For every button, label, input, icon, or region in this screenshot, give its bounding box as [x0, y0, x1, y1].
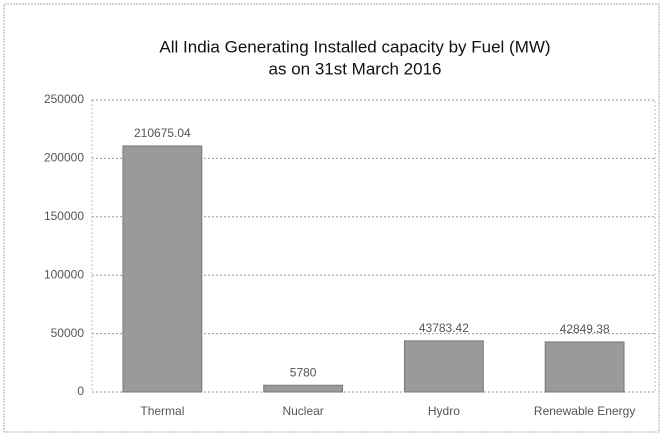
- data-label: 210675.04: [134, 126, 191, 140]
- bar: [544, 341, 625, 393]
- chart-border: [3, 3, 660, 433]
- bar: [122, 145, 203, 393]
- x-tick-label: Thermal: [140, 404, 184, 418]
- bar: [403, 340, 484, 393]
- x-tick-label: Renewable Energy: [534, 404, 635, 418]
- y-tick-label: 50000: [51, 326, 85, 340]
- y-tick-label: 0: [77, 384, 84, 398]
- y-tick-label: 100000: [44, 267, 84, 281]
- chart-subtitle: as on 31st March 2016: [269, 59, 442, 78]
- data-label: 43783.42: [419, 321, 469, 335]
- y-tick-label: 200000: [44, 151, 84, 165]
- chart-title: All India Generating Installed capacity …: [159, 37, 550, 56]
- data-label: 5780: [290, 365, 317, 379]
- bar: [263, 384, 344, 393]
- y-tick-label: 150000: [44, 209, 84, 223]
- x-tick-label: Hydro: [428, 404, 460, 418]
- data-label: 42849.38: [560, 322, 610, 336]
- y-tick-label: 250000: [44, 92, 84, 106]
- x-tick-label: Nuclear: [282, 404, 323, 418]
